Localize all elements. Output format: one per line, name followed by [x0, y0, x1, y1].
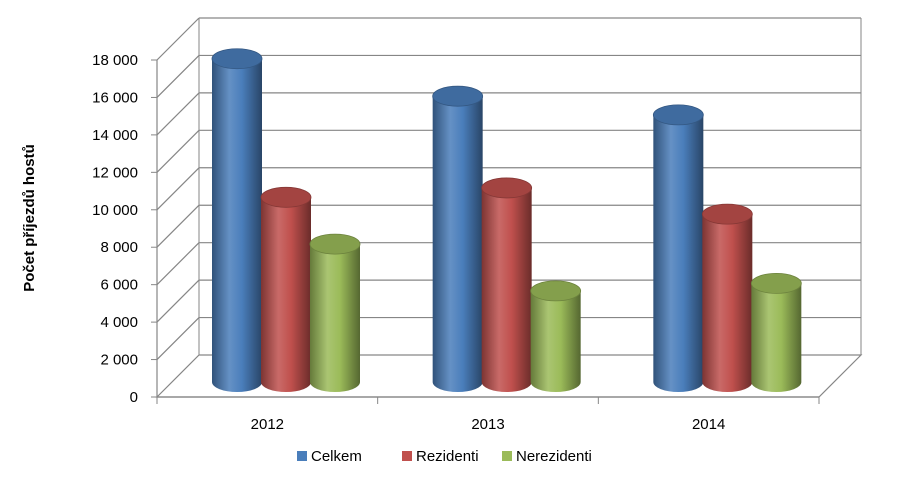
- gridline-side: [156, 167, 200, 211]
- x-tick-label: 2014: [692, 416, 725, 433]
- bar-rezidenti-2013: [481, 177, 533, 392]
- bar-top: [530, 280, 582, 302]
- y-tick-label: 0: [130, 389, 138, 406]
- bar-nerezidenti-2013: [530, 280, 582, 392]
- legend: Celkem Rezidenti Nerezidenti: [297, 448, 592, 465]
- legend-label: Rezidenti: [416, 448, 479, 465]
- bar-body: [702, 214, 753, 392]
- bar-celkem-2012: [211, 48, 263, 392]
- legend-label: Nerezidenti: [516, 448, 592, 465]
- bar-celkem-2014: [652, 104, 704, 393]
- bar-top: [260, 186, 312, 208]
- x-tick-label: 2012: [251, 416, 284, 433]
- bar-top: [309, 233, 361, 255]
- bars: [211, 48, 802, 393]
- bar-top: [211, 48, 263, 70]
- y-tick-label: 18 000: [92, 52, 138, 69]
- bar-body: [751, 283, 802, 392]
- y-tick-label: 6 000: [100, 277, 138, 294]
- bar-nerezidenti-2014: [750, 273, 802, 392]
- gridline-side: [156, 92, 200, 136]
- bar-body: [481, 187, 532, 392]
- bar-body: [530, 290, 581, 392]
- gridline-side: [156, 129, 200, 173]
- gridline-side: [156, 17, 200, 61]
- bar-body: [653, 114, 704, 393]
- y-tick-label: 16 000: [92, 89, 138, 106]
- tick-labels: 0 2 000 4 000 6 000 8 000 10 000 12 000 14 000 1…: [92, 52, 725, 433]
- y-tick-label: 2 000: [100, 352, 138, 369]
- gridline-side: [156, 55, 200, 98]
- gridline-side: [156, 204, 200, 248]
- legend-swatch: [402, 451, 412, 461]
- bar-top: [481, 177, 533, 199]
- legend-label: Celkem: [311, 448, 362, 465]
- legend-item-nerezidenti: Nerezidenti: [502, 448, 592, 465]
- y-tick-label: 8 000: [100, 239, 138, 256]
- legend-swatch: [502, 451, 512, 461]
- bar-top: [750, 273, 802, 294]
- bar-nerezidenti-2012: [309, 233, 361, 392]
- x-tick-label: 2013: [471, 416, 504, 433]
- bar-top: [701, 203, 753, 225]
- gridline-side: [156, 242, 200, 286]
- gridline-side: [156, 279, 200, 323]
- bar-rezidenti-2012: [260, 186, 312, 392]
- bar-rezidenti-2014: [701, 203, 753, 392]
- y-tick-label: 4 000: [100, 314, 138, 331]
- bar-celkem-2013: [432, 85, 484, 392]
- axes: [151, 59, 820, 404]
- gridline-side: [156, 317, 200, 360]
- y-axis-title: Počet příjezdů hostů: [21, 144, 38, 292]
- bar-body: [310, 244, 360, 392]
- y-tick-label: 14 000: [92, 127, 138, 144]
- y-tick-label: 12 000: [92, 164, 138, 181]
- bar-top: [652, 104, 704, 126]
- bar-body: [432, 96, 483, 392]
- legend-swatch: [297, 451, 307, 461]
- bar-top: [432, 85, 484, 107]
- y-tick-label: 10 000: [92, 202, 138, 219]
- legend-item-celkem: Celkem: [297, 448, 362, 465]
- legend-item-rezidenti: Rezidenti: [402, 448, 479, 465]
- bar-body: [212, 58, 262, 392]
- bar-body: [261, 197, 311, 392]
